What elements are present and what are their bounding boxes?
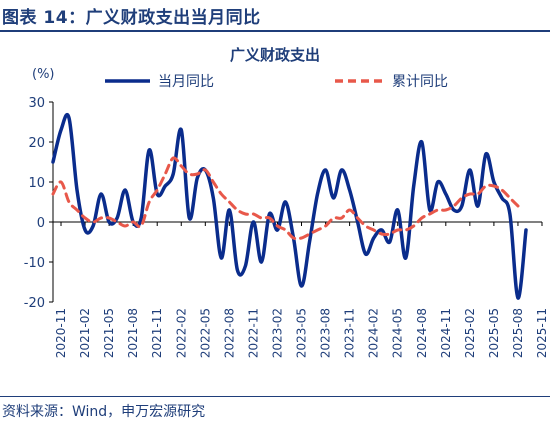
y-tick-label: 20 (28, 136, 45, 151)
x-tick-label: 2022-11 (246, 308, 260, 358)
x-tick-label: 2025-05 (487, 308, 501, 358)
x-axis: 2020-11 2021-02 2021-05 2021-08 2021-11 2022-… (53, 221, 549, 358)
x-tick-label: 2024-02 (367, 308, 381, 358)
x-tick-label: 2022-02 (174, 308, 188, 358)
legend-label-monthly: 当月同比 (158, 74, 214, 90)
y-tick-label: -10 (24, 256, 45, 271)
y-tick-label: 10 (28, 176, 45, 191)
x-tick-label: 2020-11 (54, 308, 68, 358)
legend-label-cumulative: 累计同比 (392, 74, 448, 90)
source-note: 资料来源：Wind，申万宏源研究 (2, 404, 206, 420)
x-tick-label: 2022-05 (198, 308, 212, 358)
x-tick-label: 2025-11 (535, 308, 549, 358)
series-line-cumulative (51, 156, 520, 241)
x-tick-label: 2021-05 (102, 308, 116, 358)
x-tick-label: 2024-11 (439, 308, 453, 358)
x-tick-label: 2025-08 (511, 308, 525, 358)
x-tick-label: 2023-02 (270, 308, 284, 358)
chart-title: 广义财政支出 (230, 46, 320, 64)
x-tick-label: 2025-02 (463, 308, 477, 358)
x-tick-label: 2021-11 (150, 308, 164, 358)
y-tick-label: 30 (28, 96, 45, 111)
x-tick-label: 2024-08 (415, 308, 429, 358)
series-line-monthly (51, 112, 528, 300)
y-axis-label: (%) (32, 67, 55, 82)
x-tick-label: 2023-08 (319, 308, 333, 358)
series-layer (51, 112, 528, 300)
y-tick-label: 0 (37, 216, 45, 231)
x-tick-label: 2021-08 (126, 308, 140, 358)
x-tick-label: 2023-05 (295, 308, 309, 358)
title-rule (0, 30, 550, 32)
x-tick-label: 2024-05 (391, 308, 405, 358)
bottom-rule (0, 396, 550, 397)
x-tick-label: 2023-11 (343, 308, 357, 358)
x-tick-label: 2021-02 (78, 308, 92, 358)
figure-title: 图表 14：广义财政支出当月同比 (2, 8, 261, 28)
chart: 广义财政支出 (%) 当月同比 累计同比 -20 -10 0 10 20 30 2020-… (24, 46, 549, 358)
y-tick-label: -20 (24, 296, 45, 311)
y-axis: -20 -10 0 10 20 30 (24, 96, 54, 311)
x-tick-label: 2022-08 (222, 308, 236, 358)
legend: 当月同比 累计同比 (105, 74, 448, 90)
